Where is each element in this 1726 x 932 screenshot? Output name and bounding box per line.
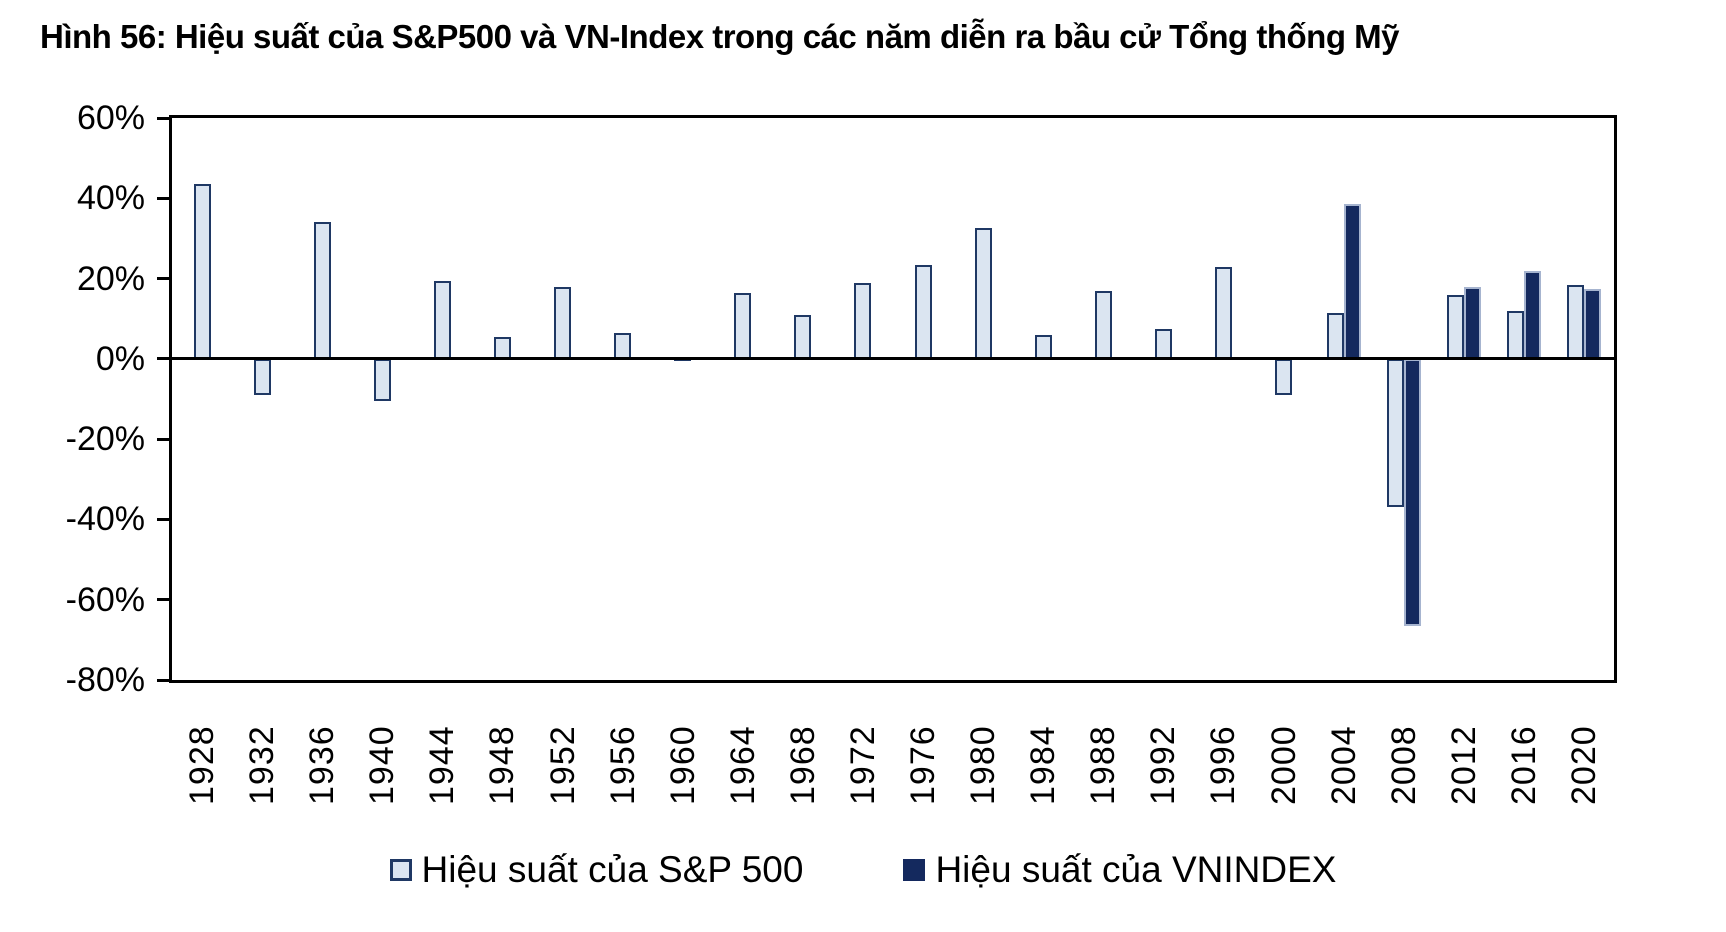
- bar-vnindex-2016: [1523, 270, 1541, 359]
- x-axis-label-1944: 1944: [423, 725, 462, 805]
- y-axis-label: 40%: [76, 179, 145, 218]
- y-axis-tick: [157, 517, 169, 521]
- x-axis-label-1972: 1972: [843, 725, 882, 805]
- chart-title: Hình 56: Hiệu suất của S&P500 và VN-Inde…: [40, 18, 1400, 55]
- x-axis-label-1960: 1960: [663, 725, 702, 805]
- x-axis-label-1988: 1988: [1084, 725, 1123, 805]
- bar-sp500-2020: [1566, 284, 1584, 359]
- legend-item-sp500: Hiệu suất của S&P 500: [389, 849, 804, 891]
- x-axis-label-1932: 1932: [243, 725, 282, 805]
- bar-sp500-2008: [1386, 358, 1404, 508]
- bar-sp500-1944: [433, 280, 451, 359]
- zero-axis-line: [172, 357, 1614, 361]
- bar-sp500-1968: [794, 314, 812, 359]
- bar-sp500-1980: [974, 228, 992, 359]
- bar-sp500-1948: [493, 336, 511, 359]
- plot-area: [169, 115, 1617, 683]
- y-axis-label: 0%: [95, 339, 145, 378]
- y-axis-label: -20%: [65, 420, 145, 459]
- y-axis-label: -80%: [65, 661, 145, 699]
- bar-sp500-1932: [253, 358, 271, 395]
- y-axis-tick: [157, 598, 169, 602]
- bar-vnindex-2008: [1403, 358, 1421, 626]
- x-axis-label-1948: 1948: [483, 725, 522, 805]
- bar-sp500-1936: [313, 222, 331, 359]
- y-axis-tick: [157, 357, 169, 361]
- bar-sp500-2012: [1446, 294, 1464, 359]
- x-axis-label-1940: 1940: [363, 725, 402, 805]
- x-axis-label-2000: 2000: [1264, 725, 1303, 805]
- x-axis-label-1956: 1956: [603, 725, 642, 805]
- x-axis-label-2016: 2016: [1504, 725, 1543, 805]
- bar-sp500-1928: [193, 184, 211, 359]
- x-axis-label-1964: 1964: [723, 725, 762, 805]
- y-axis-tick: [157, 437, 169, 441]
- bar-sp500-1940: [373, 358, 391, 401]
- x-axis-label-2004: 2004: [1324, 725, 1363, 805]
- x-axis-label-1996: 1996: [1204, 725, 1243, 805]
- x-axis-label-2008: 2008: [1384, 725, 1423, 805]
- legend-label-sp500: Hiệu suất của S&P 500: [421, 849, 804, 890]
- x-axis-label-1984: 1984: [1024, 725, 1063, 805]
- y-axis-tick: [157, 678, 169, 682]
- x-axis-label-1992: 1992: [1144, 725, 1183, 805]
- legend-label-vnindex: Hiệu suất của VNINDEX: [935, 849, 1337, 890]
- sp500-swatch-icon: [389, 859, 412, 881]
- bar-sp500-1976: [914, 264, 932, 359]
- x-axis-label-1980: 1980: [964, 725, 1003, 805]
- bar-vnindex-2020: [1583, 288, 1601, 359]
- y-axis-label: -60%: [65, 580, 145, 619]
- bar-sp500-1952: [554, 286, 572, 359]
- bar-vnindex-2004: [1343, 204, 1361, 359]
- x-axis-label-1968: 1968: [783, 725, 822, 805]
- bar-sp500-2004: [1326, 312, 1344, 359]
- legend-item-vnindex: Hiệu suất của VNINDEX: [903, 849, 1336, 891]
- bar-sp500-2016: [1506, 310, 1524, 359]
- bar-sp500-1992: [1154, 328, 1172, 359]
- bar-sp500-1972: [854, 282, 872, 359]
- bar-sp500-1988: [1094, 290, 1112, 359]
- y-axis-tick: [157, 196, 169, 200]
- x-axis-label-2012: 2012: [1444, 725, 1483, 805]
- x-axis-label-1936: 1936: [303, 725, 342, 805]
- y-axis-label: 60%: [76, 99, 145, 137]
- x-axis-label-1928: 1928: [183, 725, 222, 805]
- vnindex-swatch-icon: [903, 859, 926, 881]
- y-axis-tick: [157, 116, 169, 120]
- x-axis-label-1976: 1976: [904, 725, 943, 805]
- y-axis-label: 20%: [76, 259, 145, 298]
- bar-sp500-2000: [1275, 358, 1293, 395]
- bar-sp500-1964: [734, 292, 752, 359]
- x-axis-label-2020: 2020: [1564, 725, 1603, 805]
- y-axis-tick: [157, 277, 169, 281]
- legend: Hiệu suất của S&P 500 Hiệu suất của VNIN…: [0, 840, 1726, 900]
- bar-sp500-1996: [1214, 266, 1232, 359]
- x-axis-label-1952: 1952: [543, 725, 582, 805]
- y-axis-label: -40%: [65, 500, 145, 539]
- bar-sp500-1984: [1034, 334, 1052, 359]
- bar-vnindex-2012: [1463, 286, 1481, 359]
- bar-sp500-1956: [614, 332, 632, 359]
